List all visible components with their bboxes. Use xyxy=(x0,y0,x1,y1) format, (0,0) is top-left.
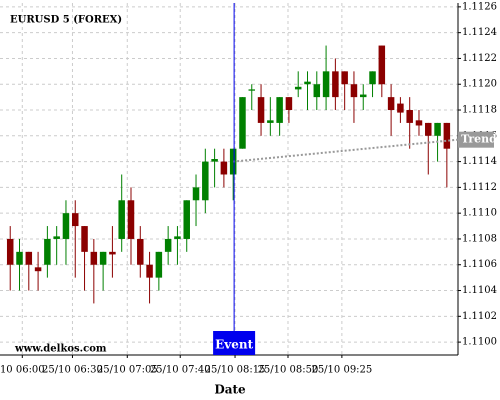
y-tick-label: 1.1114 xyxy=(462,156,497,167)
watermark: www.delkos.com xyxy=(14,344,107,355)
candle-body xyxy=(434,122,441,136)
x-tick-label: 25/10 06:30 xyxy=(42,365,103,376)
candle-body xyxy=(202,161,209,201)
candle-body xyxy=(257,97,265,123)
x-tick-label: 25/10 07:05 xyxy=(97,365,158,376)
trend-label: Trend xyxy=(461,133,497,146)
x-tick-label: 25/10 08:50 xyxy=(258,365,319,376)
candle-body xyxy=(425,122,432,136)
candle-body xyxy=(183,200,190,239)
candle-body xyxy=(369,71,376,85)
candle-body xyxy=(137,238,144,265)
candle-body xyxy=(44,238,51,265)
event-label: Event xyxy=(215,338,253,352)
candle-body xyxy=(127,200,135,239)
candle-body xyxy=(211,159,218,162)
candle-body xyxy=(220,161,228,175)
candle-body xyxy=(34,267,42,272)
y-tick-label: 1.1112 xyxy=(462,182,497,193)
candle-body xyxy=(16,251,23,265)
trend-line xyxy=(233,138,459,163)
candle-body xyxy=(415,120,423,126)
event-label-box xyxy=(213,331,256,355)
candle-body xyxy=(267,120,274,123)
candle-body xyxy=(164,238,172,252)
trend-label-box xyxy=(458,131,494,148)
candle-body xyxy=(118,200,125,239)
candle-body xyxy=(359,94,367,98)
candle-body xyxy=(174,236,181,239)
candle-body xyxy=(146,264,153,278)
candle-body xyxy=(332,71,339,98)
y-tick-label: 1.1124 xyxy=(462,27,497,38)
y-tick-label: 1.1120 xyxy=(462,79,497,90)
y-tick-label: 1.1102 xyxy=(462,311,497,322)
candle-body xyxy=(229,148,237,175)
candle-body xyxy=(6,238,14,265)
chart-title: EURUSD 5 (FOREX) xyxy=(10,15,122,26)
candle-body xyxy=(397,103,404,113)
x-tick-label: 10 06:00 xyxy=(0,365,45,376)
candle-body xyxy=(378,45,386,85)
candle-body xyxy=(192,187,200,201)
candle-body xyxy=(443,122,451,149)
y-tick-label: 1.1110 xyxy=(462,208,497,219)
candle-body xyxy=(71,213,79,227)
y-tick-label: 1.1118 xyxy=(462,105,497,116)
candle-body xyxy=(239,97,246,149)
candle-body xyxy=(25,251,33,265)
y-tick-label: 1.1106 xyxy=(462,259,497,270)
candle-body xyxy=(322,71,330,98)
candle-body xyxy=(90,251,98,265)
y-tick-label: 1.1126 xyxy=(462,1,497,12)
candle-body xyxy=(313,84,321,98)
candle-body xyxy=(62,213,70,239)
x-tick-label: 25/10 08:15 xyxy=(205,365,266,376)
candle-body xyxy=(53,236,60,239)
candle-body xyxy=(304,81,311,85)
x-tick-label: 25/10 09:25 xyxy=(311,365,372,376)
candle-body xyxy=(350,84,358,98)
candle-body xyxy=(406,110,413,123)
candle-body xyxy=(155,251,163,278)
y-tick-label: 1.1122 xyxy=(462,53,497,64)
candle-body xyxy=(109,251,116,255)
candle-body xyxy=(341,71,348,85)
candle-body xyxy=(276,97,283,123)
y-tick-label: 1.1100 xyxy=(462,337,497,348)
candle-body xyxy=(248,89,256,91)
y-tick-label: 1.1104 xyxy=(462,285,497,296)
x-axis-label: Date xyxy=(214,383,246,397)
x-tick-label: 25/10 07:40 xyxy=(150,365,211,376)
candle-body xyxy=(294,86,302,90)
candle-body xyxy=(81,226,88,252)
y-tick-label: 1.1108 xyxy=(462,233,497,244)
candle-body xyxy=(99,251,107,265)
candle-body xyxy=(387,97,395,111)
candle-body xyxy=(285,97,293,111)
